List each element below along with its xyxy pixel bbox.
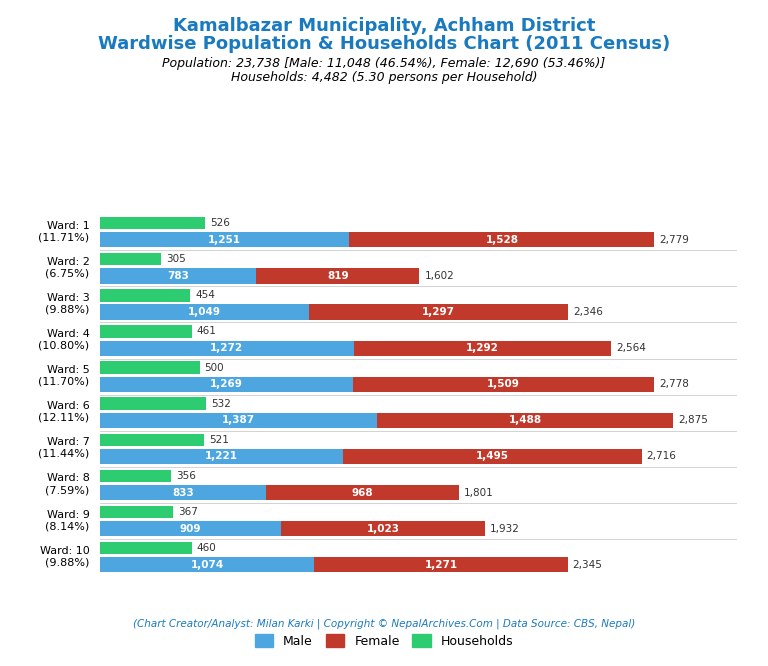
Text: 1,221: 1,221: [205, 452, 238, 462]
Bar: [100, 542, 191, 554]
Text: 1,074: 1,074: [190, 560, 223, 570]
Text: Population: 23,738 [Male: 11,048 (46.54%), Female: 12,690 (53.46%)]: Population: 23,738 [Male: 11,048 (46.54%…: [162, 57, 606, 70]
Text: 1,297: 1,297: [422, 307, 455, 317]
Text: 1,488: 1,488: [508, 416, 541, 426]
Bar: [100, 413, 376, 428]
Text: 367: 367: [178, 507, 198, 517]
Bar: [100, 398, 206, 410]
Bar: [100, 362, 200, 374]
Text: 1,269: 1,269: [210, 379, 243, 389]
Text: 521: 521: [209, 435, 229, 445]
Text: 783: 783: [167, 271, 189, 281]
Bar: [100, 232, 349, 248]
Bar: [100, 449, 343, 464]
Bar: [100, 253, 161, 266]
Text: 2,564: 2,564: [617, 343, 646, 353]
Text: 819: 819: [327, 271, 349, 281]
Bar: [100, 217, 205, 229]
Text: 909: 909: [180, 523, 201, 533]
Bar: [310, 304, 568, 320]
Text: 500: 500: [204, 362, 224, 372]
Text: 2,779: 2,779: [659, 235, 689, 245]
Bar: [100, 304, 310, 320]
Bar: [100, 376, 353, 392]
Text: 2,716: 2,716: [647, 452, 677, 462]
Bar: [256, 268, 419, 284]
Text: 305: 305: [166, 254, 185, 264]
Bar: [100, 505, 173, 518]
Text: 1,049: 1,049: [188, 307, 221, 317]
Text: 2,345: 2,345: [573, 560, 603, 570]
Bar: [349, 232, 654, 248]
Text: 2,875: 2,875: [678, 416, 708, 426]
Text: 1,509: 1,509: [487, 379, 520, 389]
Text: 1,271: 1,271: [425, 560, 458, 570]
Text: 1,387: 1,387: [222, 416, 255, 426]
Text: 461: 461: [197, 326, 217, 336]
Text: 532: 532: [211, 399, 231, 409]
Bar: [100, 485, 266, 500]
Text: 1,272: 1,272: [210, 343, 243, 353]
Text: 2,346: 2,346: [573, 307, 603, 317]
Bar: [100, 325, 192, 338]
Text: 1,602: 1,602: [425, 271, 454, 281]
Bar: [376, 413, 674, 428]
Bar: [100, 289, 190, 302]
Text: 1,292: 1,292: [466, 343, 499, 353]
Text: 356: 356: [176, 471, 196, 481]
Legend: Male, Female, Households: Male, Female, Households: [250, 629, 518, 653]
Text: Kamalbazar Municipality, Achham District: Kamalbazar Municipality, Achham District: [173, 17, 595, 35]
Bar: [100, 268, 256, 284]
Text: 833: 833: [172, 488, 194, 498]
Bar: [314, 557, 568, 573]
Bar: [100, 521, 281, 536]
Text: Wardwise Population & Households Chart (2011 Census): Wardwise Population & Households Chart (…: [98, 35, 670, 53]
Text: 526: 526: [210, 218, 230, 228]
Text: 1,932: 1,932: [490, 523, 520, 533]
Bar: [353, 340, 611, 356]
Text: Households: 4,482 (5.30 persons per Household): Households: 4,482 (5.30 persons per Hous…: [230, 71, 538, 85]
Text: 1,495: 1,495: [476, 452, 509, 462]
Text: 968: 968: [352, 488, 373, 498]
Text: 1,801: 1,801: [464, 488, 494, 498]
Text: 460: 460: [197, 543, 217, 553]
Text: (Chart Creator/Analyst: Milan Karki | Copyright © NepalArchives.Com | Data Sourc: (Chart Creator/Analyst: Milan Karki | Co…: [133, 618, 635, 629]
Bar: [100, 470, 170, 482]
Text: 1,023: 1,023: [367, 523, 400, 533]
Text: 454: 454: [195, 290, 215, 300]
Bar: [266, 485, 459, 500]
Text: 1,528: 1,528: [485, 235, 518, 245]
Text: 1,251: 1,251: [208, 235, 241, 245]
Bar: [100, 434, 204, 446]
Bar: [343, 449, 642, 464]
Bar: [100, 557, 314, 573]
Text: 2,778: 2,778: [659, 379, 689, 389]
Bar: [281, 521, 485, 536]
Bar: [100, 340, 353, 356]
Bar: [353, 376, 654, 392]
